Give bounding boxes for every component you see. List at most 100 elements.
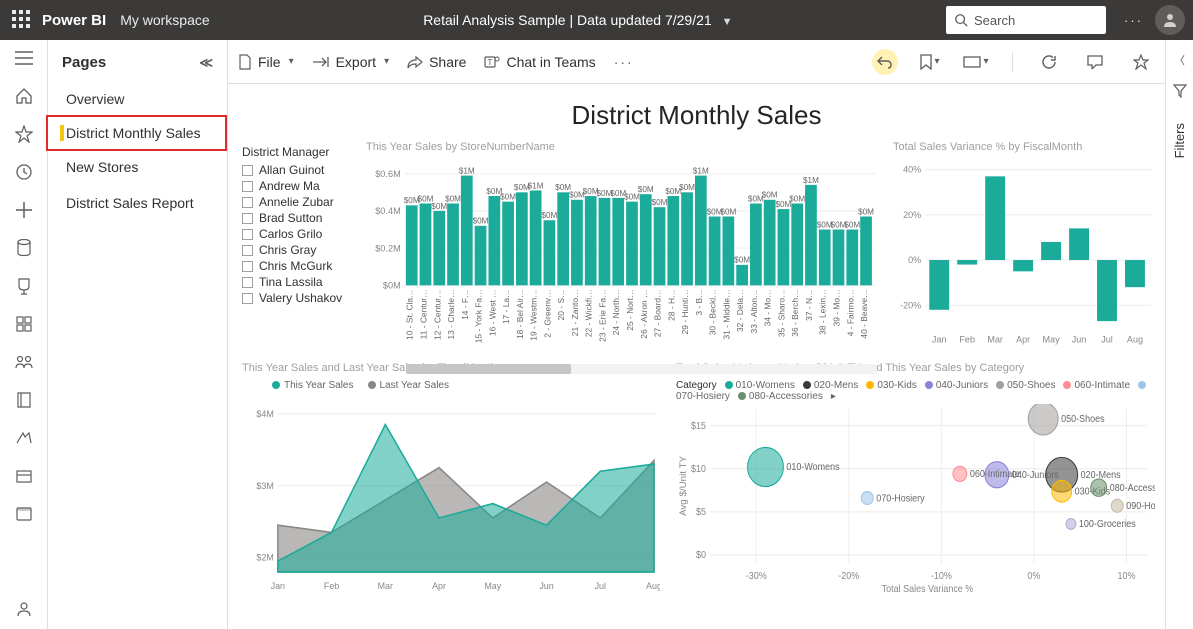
- slicer-item[interactable]: Annelie Zubar: [242, 195, 358, 209]
- command-bar: File▾ Export▾ Share TChat in Teams ··· ▾…: [228, 40, 1165, 84]
- slicer-item[interactable]: Allan Guinot: [242, 163, 358, 177]
- chat-teams-button[interactable]: TChat in Teams: [484, 54, 595, 70]
- home-icon[interactable]: [14, 86, 34, 106]
- svg-text:10%: 10%: [1118, 570, 1136, 580]
- svg-text:21 - Zanto…: 21 - Zanto…: [570, 290, 580, 337]
- more-commands-icon[interactable]: ···: [614, 54, 634, 70]
- goals-icon[interactable]: [14, 276, 34, 296]
- left-nav-rail: [0, 40, 48, 629]
- learn-icon[interactable]: [14, 390, 34, 410]
- create-icon[interactable]: [14, 200, 34, 220]
- category-bubble-chart[interactable]: Total Sales Variance %, Avg $/Unit TY an…: [668, 354, 1165, 584]
- chevron-left-icon[interactable]: 〈: [1174, 52, 1185, 68]
- slicer-title: District Manager: [242, 145, 358, 159]
- variance-bar-chart[interactable]: Total Sales Variance % by FiscalMonth 40…: [885, 139, 1165, 354]
- svg-text:13 - Charle…: 13 - Charle…: [446, 290, 456, 340]
- slicer-item[interactable]: Valery Ushakov: [242, 291, 358, 305]
- svg-text:34 - Mo…: 34 - Mo…: [763, 290, 773, 327]
- export-menu[interactable]: Export▾: [312, 54, 390, 70]
- page-item-active[interactable]: District Monthly Sales: [46, 115, 227, 151]
- search-input[interactable]: Search: [946, 6, 1106, 34]
- my-workspace-icon[interactable]: [14, 599, 34, 619]
- undo-button[interactable]: [872, 49, 898, 75]
- svg-text:Jan: Jan: [271, 581, 285, 591]
- report-title-bar[interactable]: Retail Analysis Sample | Data updated 7/…: [210, 12, 946, 28]
- favorite-button[interactable]: [1127, 48, 1155, 76]
- checkbox-icon[interactable]: [242, 293, 253, 304]
- app-launcher-icon[interactable]: [12, 10, 32, 30]
- deployment-icon[interactable]: [14, 428, 34, 448]
- store-sales-bar-chart[interactable]: This Year Sales by StoreNumberName $0.6M…: [358, 139, 885, 354]
- slicer-item[interactable]: Andrew Ma: [242, 179, 358, 193]
- more-options-icon[interactable]: ···: [1124, 13, 1143, 28]
- svg-text:$0M: $0M: [473, 216, 489, 226]
- view-button[interactable]: ▾: [962, 48, 990, 76]
- checkbox-icon[interactable]: [242, 245, 253, 256]
- apps-icon[interactable]: [14, 314, 34, 334]
- sales-area-chart[interactable]: This Year Sales and Last Year Sales by F…: [228, 354, 668, 584]
- page-item[interactable]: Overview: [48, 81, 227, 117]
- user-avatar[interactable]: [1155, 5, 1185, 35]
- favorites-icon[interactable]: [14, 124, 34, 144]
- svg-text:$1M: $1M: [459, 165, 475, 175]
- filters-label[interactable]: Filters: [1172, 123, 1187, 158]
- checkbox-icon[interactable]: [242, 165, 253, 176]
- svg-text:T: T: [488, 58, 493, 67]
- svg-text:0%: 0%: [908, 255, 921, 265]
- refresh-button[interactable]: [1035, 48, 1063, 76]
- file-menu[interactable]: File▾: [238, 54, 294, 70]
- svg-text:$0M: $0M: [638, 184, 654, 194]
- checkbox-icon[interactable]: [242, 181, 253, 192]
- data-updated-label: Data updated 7/29/21: [577, 12, 712, 28]
- comment-button[interactable]: [1081, 48, 1109, 76]
- slicer-item[interactable]: Brad Sutton: [242, 211, 358, 225]
- var-chart-title: Total Sales Variance % by FiscalMonth: [893, 141, 1155, 153]
- svg-text:28 - H…: 28 - H…: [666, 290, 676, 321]
- checkbox-icon[interactable]: [242, 277, 253, 288]
- svg-text:19 - Westm…: 19 - Westm…: [529, 290, 539, 341]
- shared-icon[interactable]: [14, 352, 34, 372]
- datasets-icon[interactable]: [14, 238, 34, 258]
- svg-text:$0M: $0M: [445, 193, 461, 203]
- svg-text:14 - F…: 14 - F…: [460, 290, 470, 320]
- workspaces-icon[interactable]: [14, 466, 34, 486]
- checkbox-icon[interactable]: [242, 197, 253, 208]
- checkbox-icon[interactable]: [242, 229, 253, 240]
- page-item[interactable]: New Stores: [48, 149, 227, 185]
- slicer-item[interactable]: Carlos Grilo: [242, 227, 358, 241]
- svg-text:$1M: $1M: [803, 175, 819, 185]
- pages-title: Pages: [62, 54, 106, 71]
- filters-icon[interactable]: [1173, 84, 1187, 101]
- hamburger-icon[interactable]: [14, 48, 34, 68]
- page-title: District Monthly Sales: [228, 100, 1165, 131]
- collapse-pane-icon[interactable]: ≪: [199, 55, 213, 71]
- share-button[interactable]: Share: [407, 54, 466, 70]
- svg-text:26 - Akron …: 26 - Akron …: [639, 290, 649, 339]
- svg-text:Aug: Aug: [1127, 334, 1143, 344]
- svg-text:$0M: $0M: [383, 280, 401, 290]
- svg-text:$0: $0: [696, 550, 706, 560]
- checkbox-icon[interactable]: [242, 261, 253, 272]
- svg-text:May: May: [1043, 334, 1060, 344]
- svg-text:39 - Mo…: 39 - Mo…: [832, 290, 842, 327]
- browse-icon[interactable]: [14, 504, 34, 524]
- svg-text:33 - Alton…: 33 - Alton…: [749, 290, 759, 334]
- district-manager-slicer[interactable]: District Manager Allan Guinot Andrew Ma An…: [228, 139, 358, 354]
- svg-text:-20%: -20%: [838, 570, 859, 580]
- bar-chart-scrollbar[interactable]: [406, 364, 877, 374]
- svg-text:38 - Lexin…: 38 - Lexin…: [818, 290, 828, 335]
- page-item[interactable]: District Sales Report: [48, 185, 227, 221]
- svg-text:40%: 40%: [903, 165, 921, 175]
- bookmark-button[interactable]: ▾: [916, 48, 944, 76]
- recent-icon[interactable]: [14, 162, 34, 182]
- slicer-item[interactable]: Chris McGurk: [242, 259, 358, 273]
- workspace-label[interactable]: My workspace: [120, 12, 209, 28]
- svg-text:23 - Erie Fa…: 23 - Erie Fa…: [598, 290, 608, 342]
- svg-text:40 - Beave…: 40 - Beave…: [859, 290, 869, 339]
- checkbox-icon[interactable]: [242, 213, 253, 224]
- svg-text:$0M: $0M: [734, 255, 750, 265]
- slicer-item[interactable]: Tina Lassila: [242, 275, 358, 289]
- svg-text:$0M: $0M: [500, 191, 516, 201]
- svg-text:-30%: -30%: [746, 570, 767, 580]
- slicer-item[interactable]: Chris Gray: [242, 243, 358, 257]
